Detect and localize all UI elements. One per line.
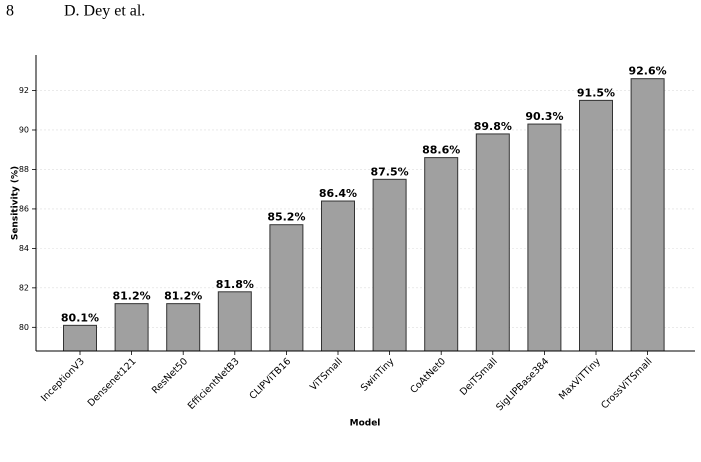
bar — [475, 133, 510, 352]
bar — [63, 324, 97, 352]
value-label: 85.2% — [267, 211, 305, 224]
x-tick-label: InceptionV3 — [39, 356, 87, 404]
x-tick-label: DeiTSmall — [458, 356, 500, 398]
bar — [269, 224, 304, 352]
y-tick-label: 80 — [19, 323, 29, 332]
x-tick-label: EfficientNetB3 — [186, 356, 242, 412]
value-label: 91.5% — [577, 86, 615, 99]
y-axis-title: Sensitivity (%) — [11, 166, 21, 240]
x-tick-label: ViTSmall — [308, 356, 345, 393]
y-tick-label: 84 — [19, 244, 29, 253]
x-tick-label: CoAtNet0 — [408, 356, 448, 396]
bar — [424, 157, 459, 352]
x-tick-label: CLIPViTB16 — [247, 356, 293, 402]
x-axis-title: Model — [350, 419, 381, 429]
x-tick-label: SwinTiny — [359, 356, 397, 394]
x-tick-label: ResNet50 — [150, 356, 190, 396]
y-tick-label: 92 — [19, 86, 29, 95]
bar — [527, 123, 562, 352]
y-tick-label: 86 — [19, 204, 29, 213]
y-tick-label: 88 — [19, 165, 29, 174]
value-label: 81.2% — [113, 290, 151, 303]
bar — [321, 200, 355, 352]
value-label: 86.4% — [319, 187, 357, 200]
page-number: 8 — [6, 3, 14, 20]
bar — [114, 303, 149, 352]
value-label: 92.6% — [629, 65, 667, 78]
bar — [217, 291, 252, 352]
bar — [372, 178, 407, 352]
y-tick-label: 82 — [19, 283, 29, 292]
value-label: 87.5% — [371, 165, 409, 178]
value-label: 81.8% — [216, 278, 254, 291]
value-label: 89.8% — [474, 120, 512, 133]
value-label: 80.1% — [61, 311, 99, 324]
value-label: 88.6% — [422, 144, 460, 157]
bar — [630, 78, 665, 352]
value-label: 90.3% — [525, 110, 563, 123]
running-title: D. Dey et al. — [64, 3, 145, 20]
x-tick-label: SigLIPBase384 — [494, 356, 551, 413]
y-tick-label: 90 — [19, 125, 29, 134]
x-tick-label: Densenet121 — [86, 356, 139, 409]
bar — [166, 303, 201, 352]
value-label: 81.2% — [164, 290, 202, 303]
bar — [579, 99, 613, 352]
x-tick-label: MaxViTTiny — [557, 356, 603, 402]
x-tick-label: CrossViTSmall — [599, 356, 654, 411]
